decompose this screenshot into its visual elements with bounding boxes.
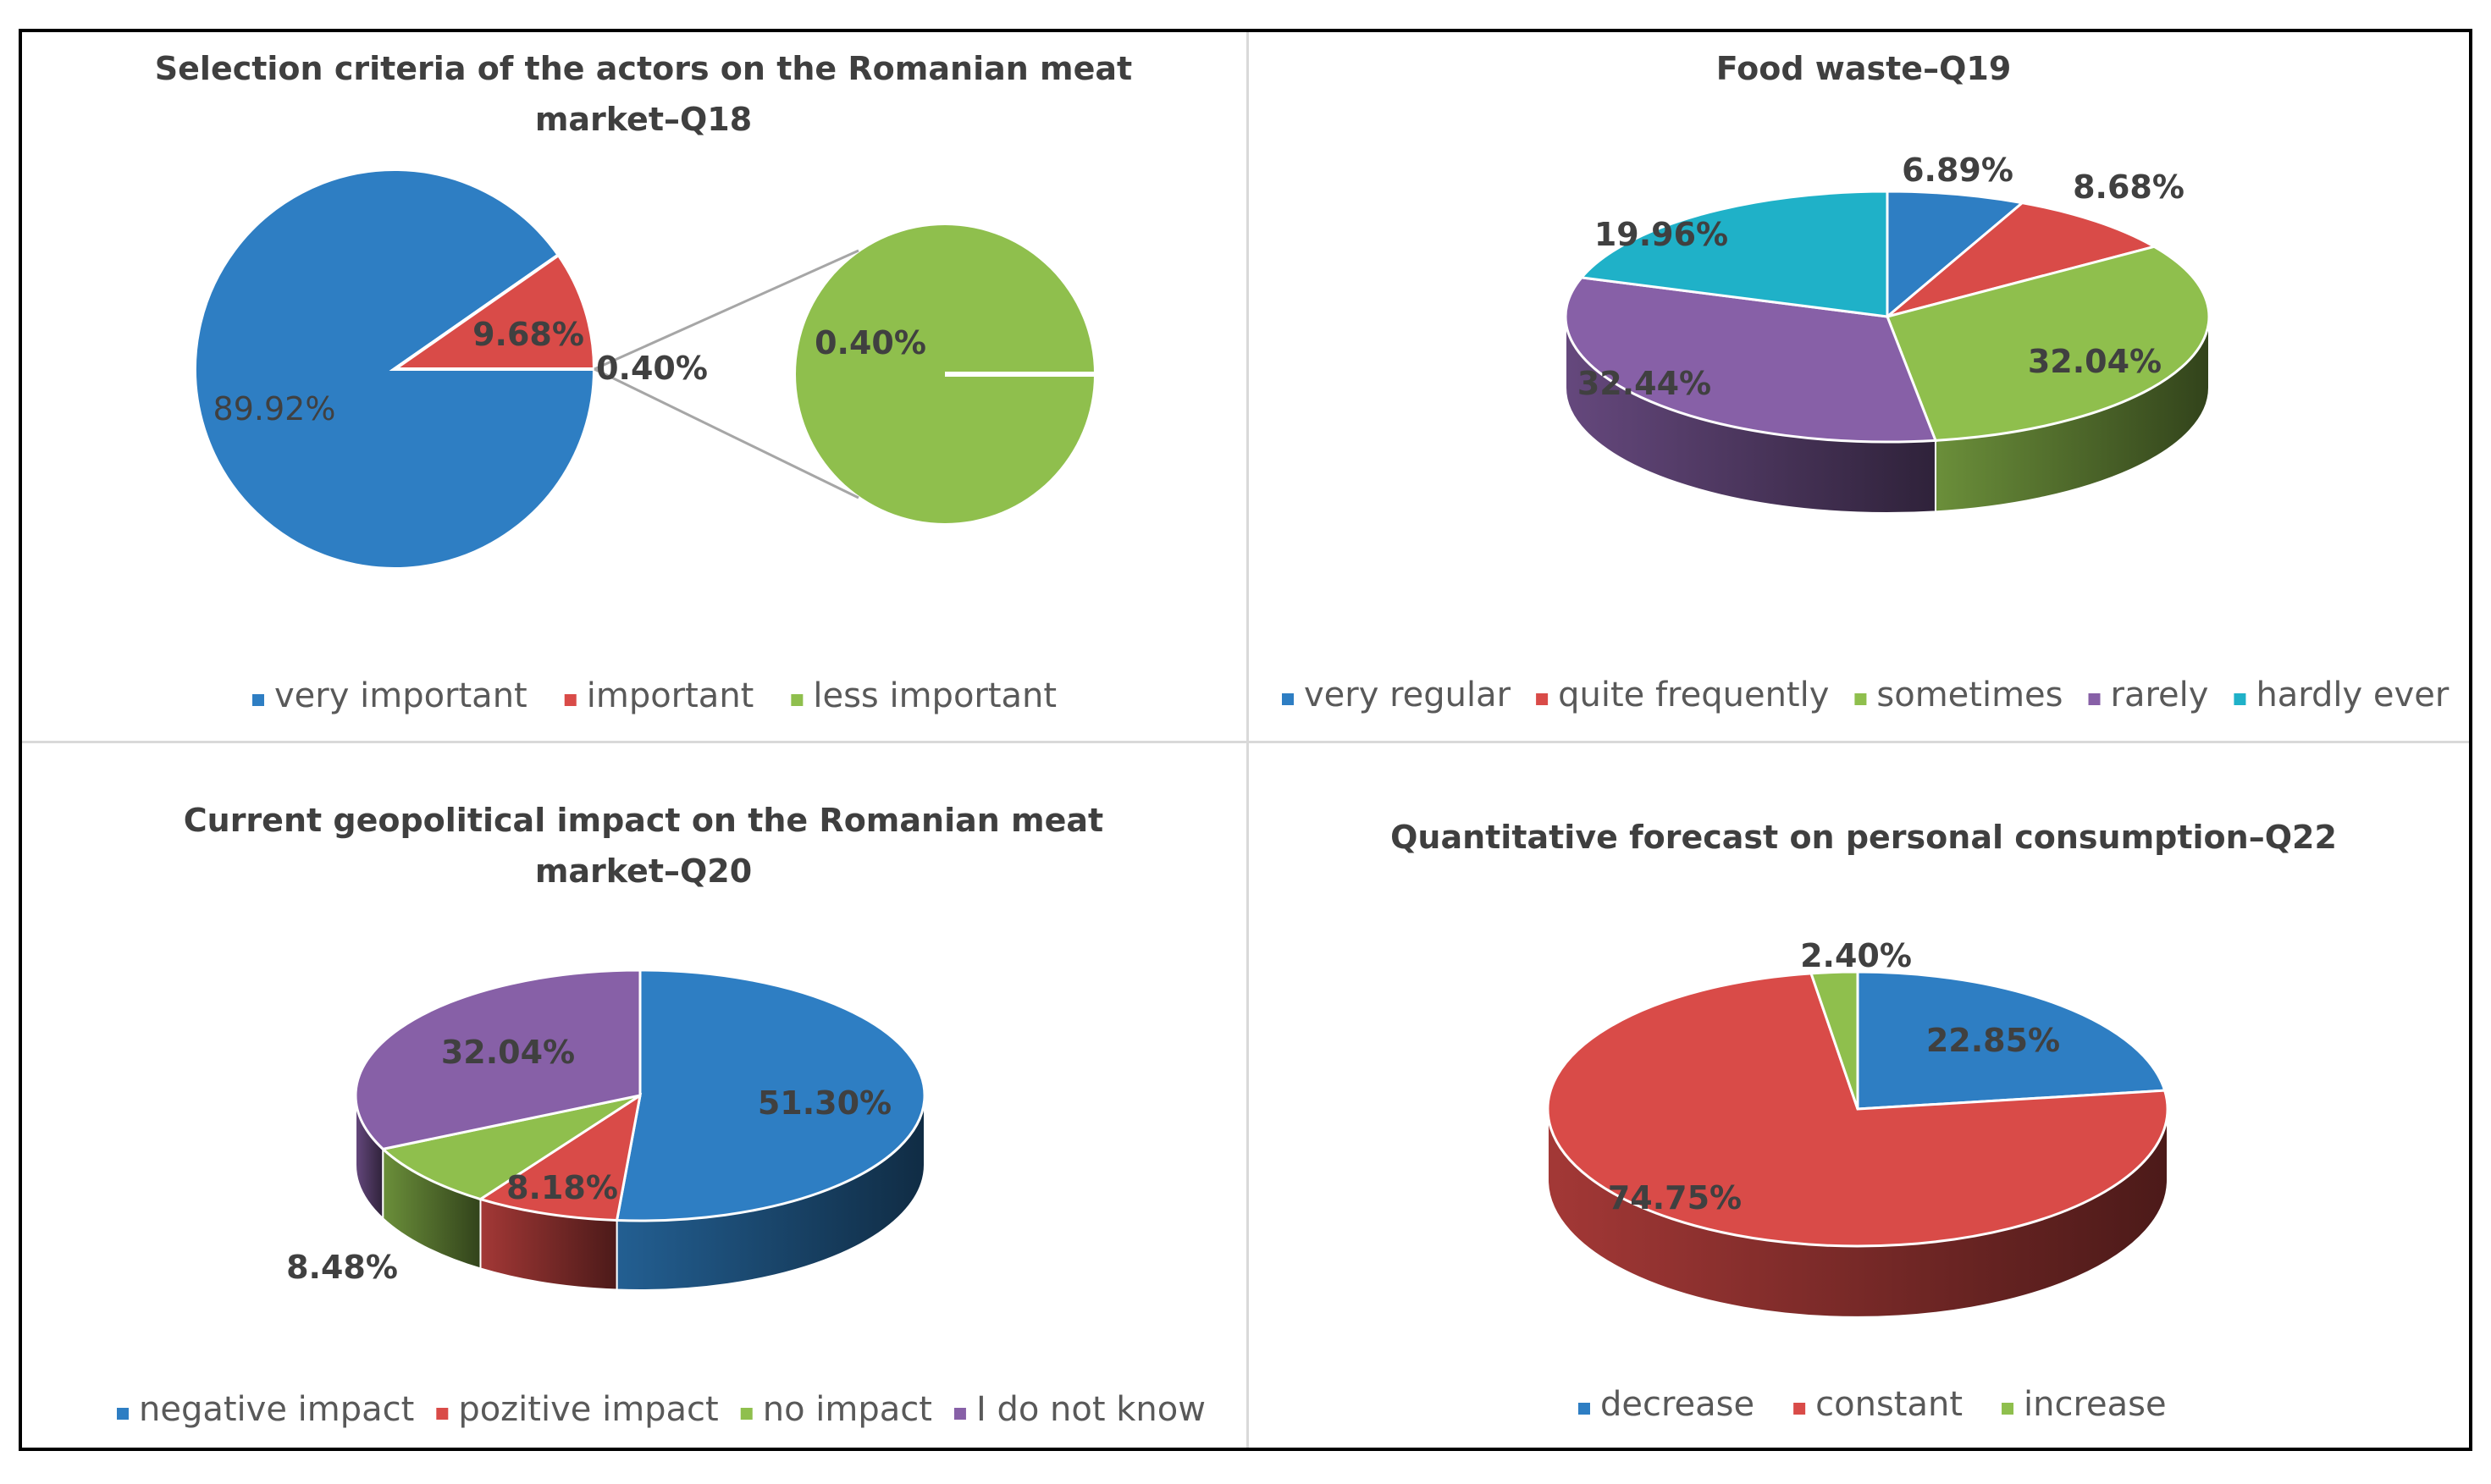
legend-swatch-hardly-ever xyxy=(2234,693,2246,705)
data-label-rarely: 32.44% xyxy=(1577,365,1711,402)
legend-swatch-decrease xyxy=(1578,1403,1590,1415)
legend-swatch-very-regular xyxy=(1282,693,1294,705)
legend-item-constant: constant xyxy=(1815,1385,1963,1424)
legend: negative impact pozitive impact no impact I… xyxy=(117,1390,1206,1429)
data-label-i-do-not-know: 32.04% xyxy=(441,1034,575,1071)
legend-item-rarely: rarely xyxy=(2111,676,2209,714)
legend-swatch-increase xyxy=(2002,1403,2014,1415)
legend-item-very-important: very important xyxy=(274,676,527,715)
divider-vertical xyxy=(1246,32,1249,1448)
legend-item-increase: increase xyxy=(2024,1385,2167,1424)
legend: decrease constant increase xyxy=(1578,1385,2167,1424)
chart-q22: Quantitative forecast on personal consum… xyxy=(1390,819,2337,1424)
legend-item-i-do-not-know: I do not know xyxy=(976,1390,1206,1429)
legend-item-decrease: decrease xyxy=(1600,1385,1754,1424)
legend: very important important less important xyxy=(252,676,1057,715)
legend-item-negative-impact: negative impact xyxy=(139,1390,414,1429)
legend-item-quite-frequently: quite frequently xyxy=(1558,676,1829,714)
legend-swatch-no-impact xyxy=(740,1408,753,1420)
slice-very-regular xyxy=(1886,190,2025,320)
legend-item-very-regular: very regular xyxy=(1304,676,1511,714)
chart-q20: Current geopolitical impact on the Roman… xyxy=(117,802,1206,1429)
data-label-decrease: 22.85% xyxy=(1926,1022,2060,1059)
slice-pozitive-impact xyxy=(477,1092,643,1222)
data-label-very-important: 89.92% xyxy=(213,390,336,428)
slice-hardly-ever xyxy=(1578,190,1889,318)
data-label-constant: 74.75% xyxy=(1608,1179,1742,1216)
data-label-sometimes: 32.04% xyxy=(2028,343,2162,380)
slice-increase xyxy=(1809,970,1859,1110)
data-label-less-important: 0.40% xyxy=(596,350,708,387)
slice-rarely xyxy=(1564,276,1938,444)
data-label-quite-frequently: 8.68% xyxy=(2073,168,2184,206)
data-label-pozitive-impact: 8.18% xyxy=(506,1169,618,1206)
data-label-secondary: 0.40% xyxy=(815,324,926,361)
legend-swatch-negative-impact xyxy=(117,1408,129,1420)
chart-title: market–Q20 xyxy=(535,852,752,890)
chart-title: market–Q18 xyxy=(535,101,752,138)
legend-swatch-i-do-not-know xyxy=(953,1408,966,1420)
legend-swatch-rarely xyxy=(2088,693,2101,705)
legend-swatch-very-important xyxy=(252,694,264,706)
connector-line xyxy=(594,249,859,371)
legend-swatch-quite-frequently xyxy=(1536,693,1549,705)
slice-sometimes xyxy=(1885,245,2211,442)
chart-q18: Selection criteria of the actors on the … xyxy=(155,50,1132,715)
legend-swatch-less-important xyxy=(791,694,804,706)
chart-title: Quantitative forecast on personal consum… xyxy=(1390,819,2337,856)
chart-title: Selection criteria of the actors on the … xyxy=(155,50,1132,87)
data-label-increase: 2.40% xyxy=(1800,937,1912,974)
divider-horizontal xyxy=(22,741,2469,743)
legend-item-sometimes: sometimes xyxy=(1876,676,2063,714)
slice-quite-frequently xyxy=(1886,201,2158,318)
slice-no-impact xyxy=(380,1094,641,1201)
data-label-no-impact: 8.48% xyxy=(286,1249,398,1286)
slice-i-do-not-know xyxy=(354,968,642,1150)
legend-item-pozitive-impact: pozitive impact xyxy=(458,1390,718,1429)
chart-title: Food waste–Q19 xyxy=(1716,50,2012,87)
legend: very regular quite frequently sometimes rar… xyxy=(1282,676,2450,714)
legend-swatch-important xyxy=(564,694,577,706)
legend-swatch-constant xyxy=(1793,1403,1806,1415)
data-label-hardly-ever: 19.96% xyxy=(1594,216,1728,253)
legend-item-no-impact: no impact xyxy=(763,1390,932,1429)
slice-negative-impact xyxy=(615,968,926,1222)
slice-important xyxy=(389,252,597,371)
slice-constant xyxy=(1546,972,2169,1248)
data-label-very-regular: 6.89% xyxy=(1902,152,2013,189)
legend-item-less-important: less important xyxy=(813,676,1057,715)
data-label-negative-impact: 51.30% xyxy=(758,1084,892,1122)
slice-decrease xyxy=(1856,970,2167,1111)
legend-item-hardly-ever: hardly ever xyxy=(2256,676,2449,714)
chart-title: Current geopolitical impact on the Roman… xyxy=(184,802,1103,839)
legend-item-important: important xyxy=(587,676,754,715)
connector-line xyxy=(594,367,859,499)
data-label-important: 9.68% xyxy=(472,316,584,353)
chart-q19: Food waste–Q19 6.89% 8.68% 32.04% 32.44% 19.9… xyxy=(1282,50,2450,714)
legend-swatch-pozitive-impact xyxy=(436,1408,449,1420)
legend-swatch-sometimes xyxy=(1854,693,1867,705)
figure-frame: Selection criteria of the actors on the … xyxy=(19,29,2472,1451)
